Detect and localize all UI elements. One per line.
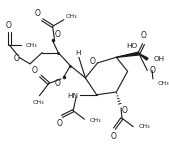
Text: CH₃: CH₃ [66, 14, 77, 19]
Polygon shape [139, 54, 148, 60]
Text: CH₃: CH₃ [139, 124, 150, 129]
Text: H: H [75, 50, 81, 56]
Text: CH₃: CH₃ [33, 100, 44, 105]
Text: O: O [111, 132, 116, 141]
Polygon shape [116, 52, 139, 57]
Text: HN: HN [67, 93, 78, 99]
Text: O: O [122, 106, 128, 115]
Text: O: O [141, 31, 147, 40]
Text: CH₃: CH₃ [25, 43, 37, 48]
Text: CH₃: CH₃ [89, 118, 101, 123]
Text: O: O [54, 30, 60, 39]
Text: O: O [57, 119, 63, 128]
Text: O: O [14, 54, 20, 63]
Text: O: O [6, 21, 11, 30]
Text: O: O [32, 66, 38, 75]
Text: O: O [34, 9, 40, 18]
Text: OH: OH [154, 56, 165, 62]
Text: O: O [149, 66, 155, 75]
Text: O: O [55, 79, 61, 88]
Text: O: O [90, 58, 96, 66]
Text: HO: HO [126, 43, 137, 49]
Text: CH₃: CH₃ [158, 81, 169, 86]
